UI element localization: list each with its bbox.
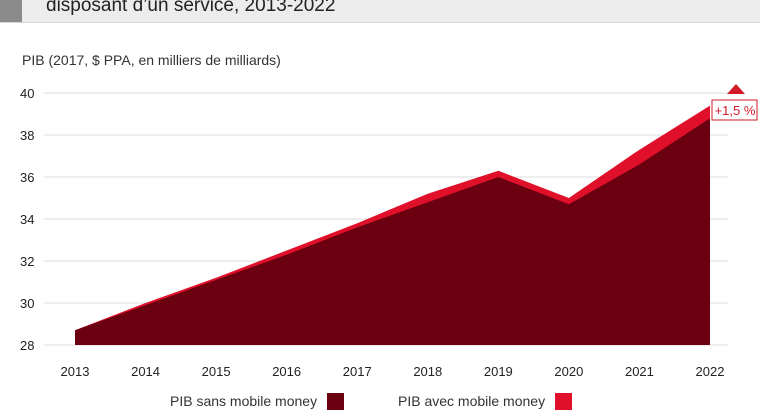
x-tick-label: 2021 [625,364,654,379]
x-tick-label: 2017 [343,364,372,379]
up-triangle-icon [727,84,745,94]
y-tick-label: 36 [20,170,34,185]
title-bar: disposant d’un service, 2013-2022 [0,0,760,23]
x-tick-label: 2020 [554,364,583,379]
x-tick-label: 2015 [202,364,231,379]
y-tick-label: 30 [20,296,34,311]
legend-item-sans: PIB sans mobile money [170,390,345,412]
y-tick-label: 34 [20,212,34,227]
x-tick-label: 2016 [272,364,301,379]
annotation-box [711,99,758,121]
x-tick-label: 2019 [484,364,513,379]
legend-swatch-sans [327,392,345,410]
legend-swatch-avec [555,392,573,410]
y-tick-label: 38 [20,128,34,143]
area-series-sans [75,118,710,345]
y-axis-label: PIB (2017, $ PPA, en milliers de milliar… [22,52,281,68]
x-tick-label: 2018 [413,364,442,379]
y-tick-label: 28 [20,338,34,353]
title-accent-block [0,0,22,22]
x-tick-label: 2022 [696,364,725,379]
x-tick-label: 2013 [61,364,90,379]
annotation-label: +1,5 % [715,103,756,118]
y-tick-label: 40 [20,86,34,101]
y-tick-label: 32 [20,254,34,269]
legend-item-avec: PIB avec mobile money [398,390,573,412]
x-tick-label: 2014 [131,364,160,379]
legend-label-avec: PIB avec mobile money [398,393,546,409]
chart-title: disposant d’un service, 2013-2022 [46,0,336,16]
legend-label-sans: PIB sans mobile money [170,393,318,409]
